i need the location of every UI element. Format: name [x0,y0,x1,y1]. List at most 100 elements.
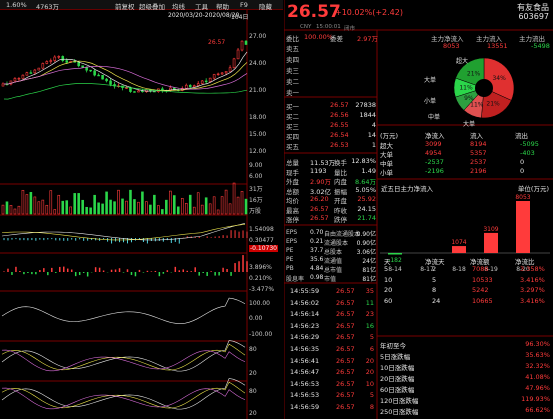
stock-price: 26.57 [287,2,341,22]
flow-net: -2537 [425,158,444,166]
price-tick: 24.00 [249,60,267,67]
flow-values: 8053 13551 -5498 [431,42,551,51]
tick-time: 14:56:23 [290,321,320,330]
flow-head-cell: 净流入 [425,132,445,140]
stat-value: 1193 [310,166,327,175]
return-value: 96.30% [525,340,550,348]
toolbar-item-hide[interactable]: 隐藏 [259,3,272,11]
kline-chart[interactable]: 2020/03/20-2020/08/20 104日 26.57 27.00 2… [0,10,283,419]
bid-label: 买二 [286,113,299,121]
price-tick: 18.00 [249,114,267,121]
candle-body [109,80,112,85]
toolbar-item-f9[interactable]: F9 [240,1,248,9]
fund-value: 4.84 [310,265,324,272]
tick-price: 26.57 [336,287,355,295]
tick-row: 14:56:35 26.57 6 [286,345,376,354]
stat-label: 内盘 [334,178,347,186]
five-day-date: 8-20 [516,266,530,273]
candle-body [129,87,132,92]
flow-out: 0 [520,158,525,166]
macd-tick: 1.54098 [249,226,274,233]
volume-bar [113,201,116,215]
fund-row: 股息率 0.98 市值 81亿 [286,274,376,283]
kline-svg[interactable] [0,10,283,419]
volume-bar [153,194,156,215]
stat-label: 涨停 [286,216,299,224]
bid-price: 26.53 [330,141,349,149]
ratio-label: 委比 [286,35,299,43]
main-in-value: 13551 [487,42,508,50]
candle-body [196,83,200,86]
period-count: 24 [432,296,441,305]
five-day-bar [516,201,530,253]
pct-tick: 0.210% [249,275,272,282]
osc-tick: -100.00 [249,331,273,338]
period-row: 10 5 10533 3.416% [380,276,550,285]
toolbar-item-fuquan[interactable]: 前复权 [115,3,135,11]
volume-bar [21,189,25,215]
return-row: 60日涨跌幅 47.96% [380,384,550,394]
volume-bar [85,206,88,215]
return-value: 66.62% [525,406,550,414]
volume-bar [220,196,224,215]
candle-body [41,63,45,69]
main-in-label: 主力流入 [476,35,502,43]
fund-value: 35.6 [310,256,324,263]
volume-bar [176,206,180,215]
period-ratio: 3.297% [520,286,545,294]
return-value: 47.96% [525,384,550,392]
toolbar-item-overlay[interactable]: 超级叠加 [139,3,165,11]
candle-body [212,74,216,79]
bid-row: 买三 26.55 4 [286,121,376,131]
period-amount: 5242 [472,286,489,294]
tick-time: 14:56:35 [290,345,320,353]
tick-time: 14:56:59 [290,403,320,411]
stat-row: 涨停 26.57 跌停 21.74 [286,214,376,224]
fund-row: PE 37.7 总股本 3.06亿 [286,247,376,256]
toolbar-item-ma[interactable]: 均线 [172,3,185,11]
volume-bars-group [1,182,248,215]
oscillator-line [1,381,246,409]
candle-body [216,73,220,76]
candle-body [200,80,204,84]
volume-bar [240,191,244,215]
date-range-count: 104日 [231,14,249,21]
return-label: 20日涨跌幅 [380,375,415,383]
stat-value: 25.92 [357,195,376,203]
fund-value: 24亿 [362,258,376,265]
volume-bar [13,208,17,215]
osc-tick: 100.00 [249,300,270,307]
return-label: 120日涨跌幅 [380,397,419,405]
macd-tick-neg: -0.10730 [249,245,278,252]
volume-bar [232,182,236,215]
toolbar-item-tools[interactable]: 工具 [195,3,208,11]
bid-price: 26.57 [330,101,349,109]
main-out-label: 主力流出 [519,35,545,43]
five-day-bar-label: 1074 [451,239,466,246]
price-tick: 12.00 [249,148,267,155]
period-head-cell: 净流比 [515,258,535,266]
candle-body [57,56,61,58]
stat-label: 最高 [286,206,299,215]
period-amount: 10665 [472,296,493,305]
flow-table-row: 超大 3099 8194 -5095 [380,140,550,150]
stat-row: 现手 1193 量比 1.49 [286,166,376,177]
tick-row: 14:56:53 26.57 10 [286,380,376,389]
bid-row: 买二 26.56 1844 [286,111,376,121]
fund-label: EPS [286,238,298,245]
return-row: 年初至今 96.30% [380,340,550,350]
main-net-value: 8053 [443,42,460,50]
volume-bar [228,203,232,215]
return-row: 20日涨跌幅 41.08% [380,373,550,383]
bid-volume: 14 [367,131,376,139]
market-status: 闭市 [344,26,356,32]
stat-value: 26.57 [310,204,329,213]
toolbar-item-help[interactable]: 帮助 [216,3,229,11]
tick-volume: 10 [365,379,374,388]
pct-label: 1.60% [6,1,27,9]
fund-row: EPS 0.21 流通股本 0.90亿 [286,238,376,247]
fund-value: 81亿 [362,267,376,274]
fund-row: PB 4.84 总市值 81亿 [286,265,376,274]
volume-bar [65,200,69,215]
five-day-unit: 单位(万元) [517,185,549,193]
